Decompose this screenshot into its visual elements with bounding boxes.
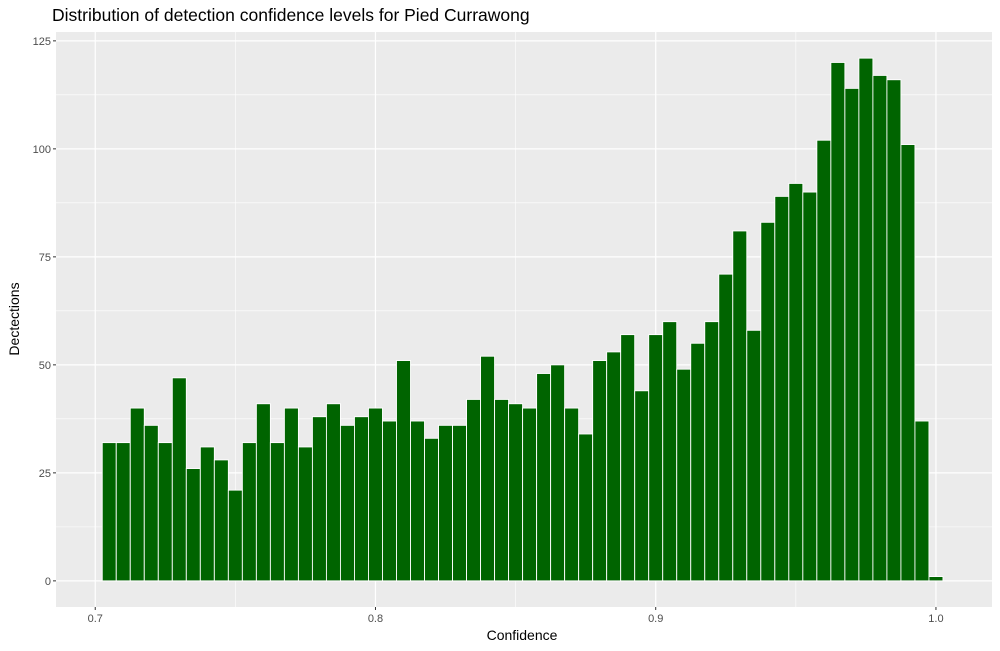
- histogram-bar: [143, 424, 159, 582]
- x-tick-label: 1.0: [928, 613, 943, 625]
- histogram-bar: [592, 360, 608, 582]
- histogram-bar: [774, 195, 790, 582]
- y-tick-label: 50: [39, 360, 51, 372]
- histogram-bar: [101, 442, 117, 582]
- histogram-bar: [704, 321, 720, 582]
- histogram-bar: [718, 273, 734, 582]
- histogram-bar: [536, 373, 552, 582]
- histogram-bar: [830, 62, 846, 582]
- histogram-bar: [802, 191, 818, 582]
- bars: [101, 57, 944, 582]
- x-axis-title: Confidence: [487, 627, 558, 643]
- histogram-bar: [564, 407, 580, 582]
- histogram-bar: [788, 182, 804, 582]
- histogram-bar: [368, 407, 383, 582]
- histogram-bar: [466, 398, 482, 582]
- histogram-bar: [914, 420, 930, 582]
- histogram-bar: [522, 407, 538, 582]
- histogram-bar: [213, 459, 229, 582]
- histogram-bar: [886, 79, 902, 582]
- histogram-bar: [480, 355, 496, 582]
- chart-title: Distribution of detection confidence lev…: [52, 5, 530, 25]
- histogram-bar: [297, 446, 313, 582]
- y-axis: 0 25 50 75 100 125: [33, 36, 56, 588]
- histogram-bar: [452, 424, 468, 582]
- histogram-bar: [494, 398, 510, 582]
- histogram-bar: [115, 442, 131, 582]
- histogram-bar: [578, 433, 594, 582]
- histogram-bar: [199, 446, 215, 582]
- histogram-bar: [760, 221, 776, 582]
- histogram-bar: [634, 390, 650, 582]
- histogram-bar: [424, 437, 439, 582]
- histogram-bar: [129, 407, 145, 582]
- histogram-bar: [339, 424, 355, 582]
- histogram-bar: [354, 416, 369, 582]
- histogram-bar: [508, 403, 524, 582]
- histogram-bar: [410, 420, 425, 582]
- histogram-bar: [171, 377, 187, 582]
- x-tick-label: 0.7: [88, 613, 103, 625]
- y-tick-label: 0: [45, 576, 51, 588]
- histogram-bar: [676, 368, 692, 582]
- histogram-bar: [858, 57, 874, 582]
- histogram-bar: [620, 334, 636, 582]
- histogram-bar: [606, 351, 622, 582]
- histogram-bar: [900, 144, 916, 582]
- histogram-bar: [732, 230, 748, 582]
- histogram-bar: [662, 321, 678, 582]
- histogram-bar: [746, 329, 762, 582]
- histogram-bar: [928, 576, 944, 582]
- y-tick-label: 75: [39, 252, 51, 264]
- histogram-bar: [550, 364, 566, 582]
- histogram-bar: [816, 139, 832, 582]
- y-tick-label: 125: [33, 36, 51, 48]
- histogram-bar: [396, 360, 411, 582]
- y-axis-title: Dectections: [6, 282, 22, 355]
- histogram-bar: [872, 74, 888, 582]
- histogram-bar: [157, 442, 173, 582]
- histogram-bar: [255, 403, 271, 582]
- histogram-bar: [185, 468, 201, 582]
- histogram-bar: [227, 489, 243, 582]
- histogram-bar: [241, 442, 257, 582]
- histogram-bar: [269, 442, 285, 582]
- x-tick-label: 0.8: [368, 613, 383, 625]
- y-tick-label: 25: [39, 468, 51, 480]
- histogram-bar: [382, 420, 397, 582]
- histogram-bar: [648, 334, 664, 582]
- histogram-bar: [438, 424, 453, 582]
- histogram-bar: [283, 407, 299, 582]
- x-tick-label: 0.9: [648, 613, 663, 625]
- y-tick-label: 100: [33, 144, 51, 156]
- histogram-bar: [311, 416, 327, 582]
- x-axis: 0.7 0.8 0.9 1.0: [88, 607, 944, 625]
- histogram-bar: [690, 342, 706, 582]
- histogram-bar: [325, 403, 341, 582]
- histogram-bar: [844, 87, 860, 582]
